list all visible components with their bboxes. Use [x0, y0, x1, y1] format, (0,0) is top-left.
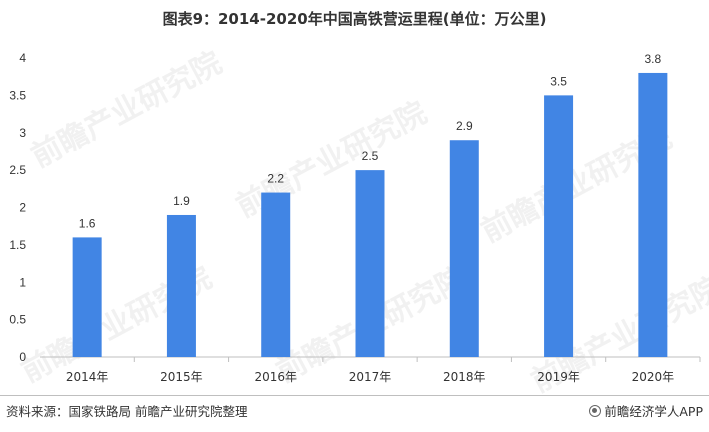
y-tick-label: 1.5: [9, 238, 26, 252]
bar-value-label: 1.6: [79, 216, 96, 230]
brand-label: 前瞻经济学人APP: [604, 404, 703, 419]
bar-value-label: 2.5: [362, 149, 379, 163]
bar-value-label: 3.5: [550, 74, 567, 88]
bar-value-label: 3.8: [645, 52, 662, 66]
bar: [544, 95, 574, 357]
x-tick-label: 2020年: [632, 370, 675, 384]
brand-logo-icon: [589, 404, 602, 417]
bar: [72, 237, 102, 357]
x-tick-label: 2017年: [349, 370, 392, 384]
y-tick-label: 2: [19, 201, 26, 215]
x-tick-label: 2018年: [443, 370, 486, 384]
y-tick-label: 1: [19, 275, 26, 289]
bar-chart: 0 0.5 1 1.5 2 2.5 3 3.5 4 1.6 2014年 1.9 2015年 2.2 2016…: [9, 51, 701, 384]
bar: [638, 72, 668, 357]
bar: [261, 192, 291, 357]
bar-value-label: 1.9: [173, 194, 190, 208]
chart-title: 图表9：2014-2020年中国高铁营运里程(单位：万公里): [162, 10, 547, 28]
bar: [355, 170, 385, 357]
x-tick-label: 2019年: [537, 370, 580, 384]
bar-value-label: 2.2: [267, 172, 284, 186]
bar: [449, 140, 479, 357]
footer-divider: [0, 395, 709, 396]
y-tick-label: 0.5: [9, 313, 26, 327]
source-note: 资料来源：国家铁路局 前瞻产业研究院整理: [6, 404, 248, 419]
y-tick-label: 3.5: [9, 88, 26, 102]
x-tick-label: 2014年: [66, 370, 109, 384]
y-tick-label: 3: [19, 126, 26, 140]
x-tick-label: 2016年: [254, 370, 297, 384]
x-tick-label: 2015年: [160, 370, 203, 384]
brand-credit: 前瞻经济学人APP: [589, 401, 703, 420]
y-tick-label: 0: [19, 350, 26, 364]
bar-value-label: 2.9: [456, 119, 473, 133]
y-tick-label: 4: [19, 51, 26, 65]
y-tick-label: 2.5: [9, 163, 26, 177]
bar: [166, 214, 196, 357]
